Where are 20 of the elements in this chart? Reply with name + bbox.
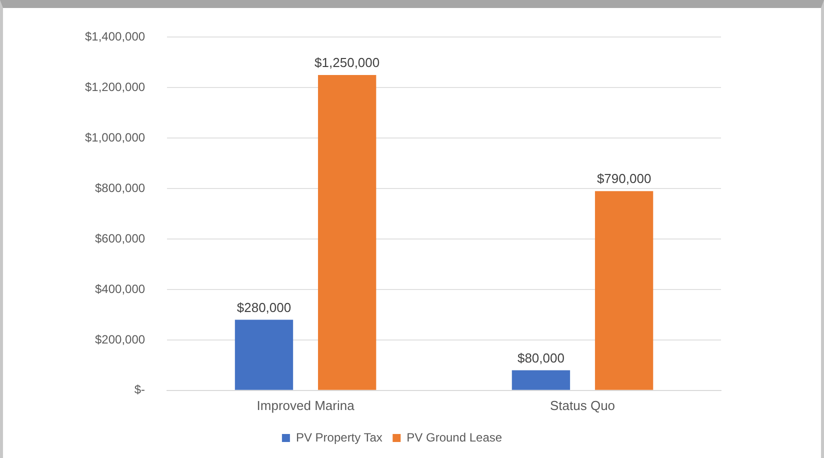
data-label: $80,000: [517, 350, 564, 366]
y-tick-label: $400,000: [94, 282, 146, 296]
x-tick-label: Improved Marina: [256, 398, 356, 413]
bar: [594, 191, 654, 390]
y-tick-label: $1,200,000: [84, 80, 146, 94]
data-label: $790,000: [596, 171, 652, 186]
legend-label: PV Property Tax: [296, 430, 382, 444]
x-tick-label: Status Quo: [550, 398, 616, 413]
bar: [512, 370, 570, 390]
y-tick-label: $800,000: [94, 180, 146, 195]
bar: [234, 320, 294, 390]
y-tick-label: $1,400,000: [84, 30, 146, 44]
data-label: $1,250,000: [314, 55, 380, 70]
data-label: $280,000: [236, 300, 292, 315]
y-tick-label: $200,000: [94, 332, 146, 346]
bar: [318, 75, 376, 390]
y-tick-label: $600,000: [94, 231, 146, 246]
y-tick-label: $-: [134, 382, 146, 397]
legend-label: PV Ground Lease: [406, 430, 502, 444]
y-tick-label: $1,000,000: [84, 130, 146, 144]
